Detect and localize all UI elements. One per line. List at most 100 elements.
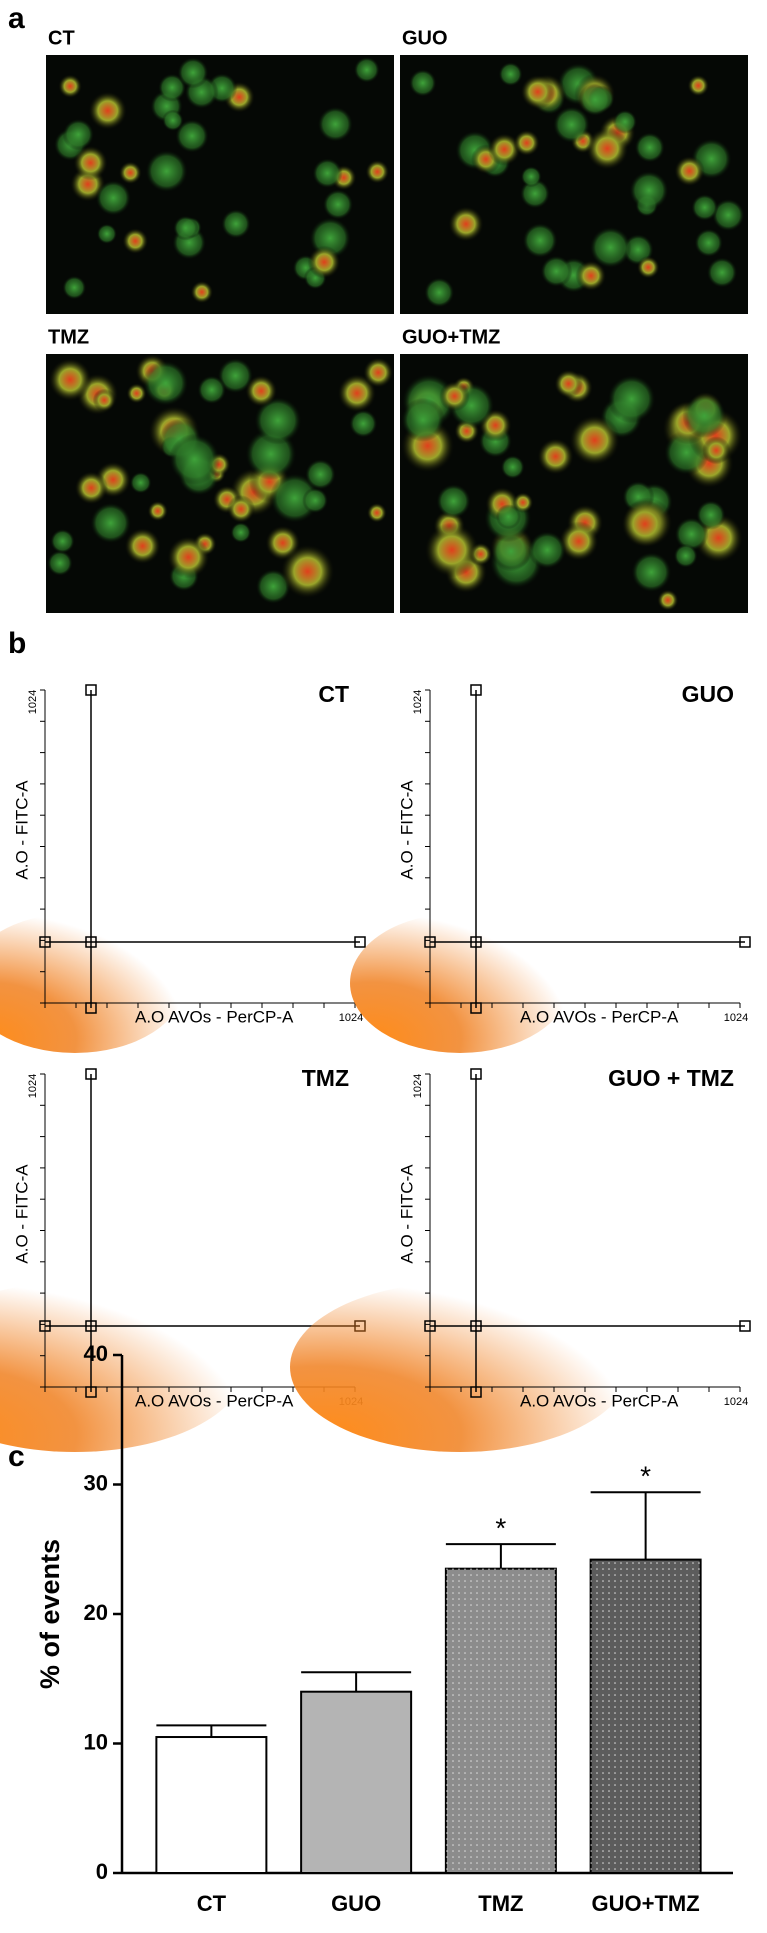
gate-handle: [424, 936, 436, 948]
cell: [46, 550, 73, 577]
image-label: GUO+TMZ: [402, 326, 500, 348]
significance-mark: *: [640, 1461, 651, 1492]
cell: [190, 280, 214, 304]
plot-title: GUO: [682, 681, 734, 707]
cell: [657, 589, 679, 611]
cell: [554, 369, 584, 399]
gate-handle: [85, 684, 97, 696]
cell: [322, 188, 354, 220]
cell: [439, 380, 470, 412]
cell: [435, 483, 472, 519]
x-tick-label: GUO+TMZ: [592, 1891, 700, 1916]
cell: [317, 106, 354, 143]
gate-handle: [39, 1320, 51, 1332]
axis-max-label: 1024: [724, 1012, 748, 1024]
cell: [629, 170, 669, 211]
y-tick-label: 10: [84, 1729, 108, 1754]
cell: [365, 159, 390, 184]
plot-title: TMZ: [302, 1065, 349, 1091]
cell: [520, 166, 542, 188]
cell: [687, 74, 710, 97]
cell: [244, 374, 278, 408]
cell: [280, 544, 335, 599]
cell: [312, 157, 343, 189]
gate-handle: [470, 1386, 482, 1398]
cell: [706, 256, 738, 288]
y-tick-label: 20: [84, 1600, 108, 1625]
y-tick-label: 0: [96, 1859, 108, 1884]
cell: [423, 277, 455, 308]
cell: [307, 245, 341, 279]
cell: [126, 383, 147, 404]
cell: [558, 521, 599, 562]
cell: [575, 260, 607, 292]
panel-a: a CT GUO TMZ GUO+TMZ: [8, 2, 748, 613]
cell: [424, 522, 480, 578]
x-tick-label: GUO: [331, 1891, 381, 1916]
cell: [674, 517, 709, 552]
gate-handle: [470, 684, 482, 696]
cell: [694, 228, 724, 258]
gate-handle: [85, 1068, 97, 1080]
cell: [177, 56, 209, 89]
gate-handle: [85, 1002, 97, 1014]
axis-max-label: 1024: [27, 1074, 39, 1098]
panel-b: b CT A.O AVOs - PerCP-A A.O - FITC-A 1024 102…: [0, 627, 751, 1452]
bar-texture: [590, 1559, 701, 1873]
gate-handle: [470, 1002, 482, 1014]
axis-max-label: 1024: [27, 690, 39, 714]
significance-mark: *: [495, 1512, 506, 1543]
gate-handle: [424, 1320, 436, 1332]
cell: [612, 109, 638, 135]
axis-max-label: 1024: [339, 1012, 363, 1024]
cell: [520, 74, 556, 110]
plot-title: CT: [318, 681, 349, 707]
cell: [122, 227, 149, 255]
cell: [552, 105, 591, 144]
gate-handle: [470, 1068, 482, 1080]
cell: [220, 208, 252, 239]
cell: [95, 179, 132, 217]
cell: [197, 375, 227, 405]
x-axis-label: A.O AVOs - PerCP-A: [520, 1391, 679, 1410]
y-tick-label: 40: [84, 1341, 108, 1366]
cell: [302, 487, 329, 514]
y-axis-label: A.O - FITC-A: [12, 780, 31, 880]
cell: [636, 255, 660, 279]
cell: [569, 414, 621, 466]
gate-handle: [39, 936, 51, 948]
y-axis-label: A.O - FITC-A: [397, 1164, 416, 1264]
cell: [157, 73, 187, 102]
gate-handle: [354, 936, 366, 948]
cell: [487, 133, 521, 166]
panel-c: c 0 10 20 30 40 % of events CT GUO TMZ * GUO+TMZ *: [8, 1341, 733, 1916]
cell: [498, 61, 523, 87]
cell: [578, 82, 612, 117]
y-axis-label: A.O - FITC-A: [12, 1164, 31, 1264]
cell: [337, 373, 377, 413]
y-axis-label: A.O - FITC-A: [397, 780, 416, 880]
gate-handle: [739, 1320, 751, 1332]
cell: [73, 145, 109, 181]
cell: [631, 551, 672, 593]
panel-label: c: [8, 1440, 25, 1473]
cell: [129, 471, 152, 494]
cell: [585, 127, 629, 171]
cell: [522, 222, 558, 259]
gate-handle: [85, 1320, 97, 1332]
image-label: GUO: [402, 27, 448, 49]
cell: [621, 500, 669, 548]
cell: [74, 471, 109, 505]
cell: [50, 528, 75, 554]
cell: [528, 530, 567, 570]
cell: [540, 255, 573, 288]
cell: [92, 388, 116, 412]
axis-max-label: 1024: [724, 1396, 748, 1408]
cell: [589, 226, 632, 269]
cell: [253, 396, 302, 445]
cell: [500, 454, 525, 480]
gate-handle: [470, 1320, 482, 1332]
panel-label: b: [8, 627, 26, 660]
